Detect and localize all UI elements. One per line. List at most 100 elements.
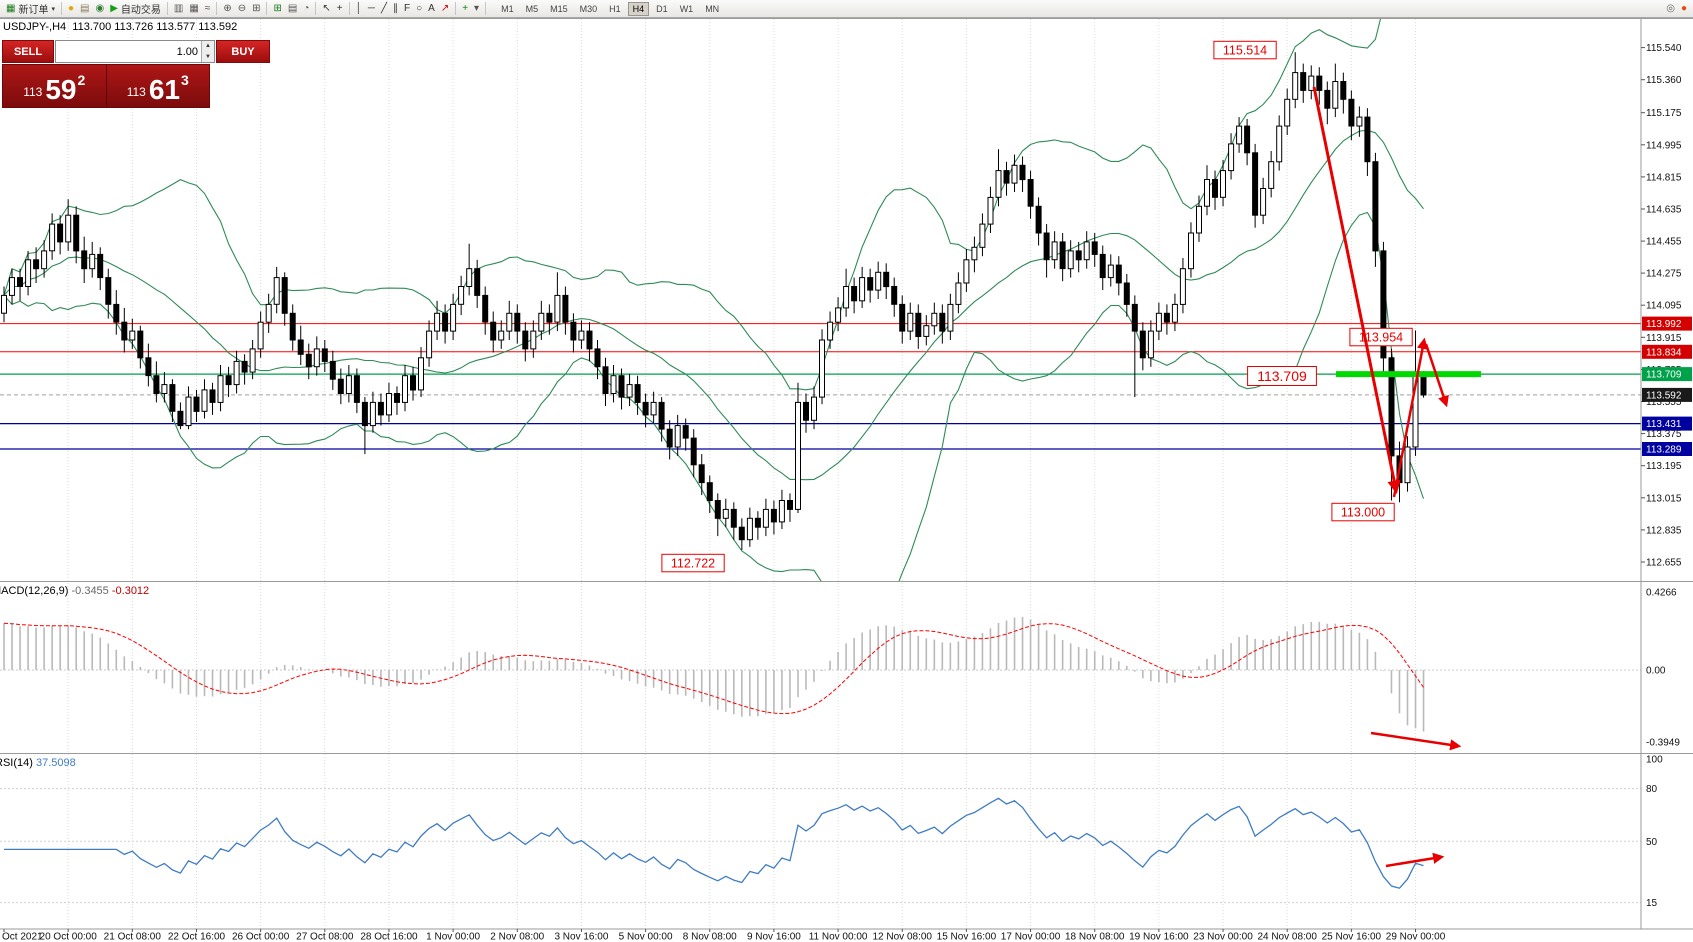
line-chart-icon[interactable]: ≈: [202, 1, 214, 17]
annotation-box[interactable]: [1331, 502, 1395, 522]
period-clock-icon[interactable]: ◔: [300, 1, 312, 17]
volume-input[interactable]: [56, 41, 201, 62]
candle: [498, 330, 505, 341]
trend-arrow[interactable]: [1370, 731, 1462, 751]
vertical-line-icon[interactable]: │: [353, 1, 365, 17]
candle: [1404, 446, 1411, 484]
price-axis-label: 114.815: [1646, 172, 1682, 183]
candle: [490, 321, 497, 341]
new-order-button-label: 新订单: [18, 5, 49, 16]
candle: [803, 401, 809, 421]
search-icon[interactable]: ◎: [1663, 1, 1678, 17]
text-icon-glyph-icon: A: [428, 2, 435, 14]
price-marker-label: 113.592: [1646, 390, 1682, 401]
candle: [1011, 164, 1018, 184]
rsi-value: 37.5098: [35, 757, 76, 769]
tile-windows-icon[interactable]: ⊞: [249, 1, 263, 17]
volume-down-button[interactable]: ▼: [202, 51, 214, 62]
candle: [321, 348, 328, 362]
toolbar-separator: [266, 2, 268, 15]
timeframe-m5-button[interactable]: M5: [525, 3, 539, 14]
price-axis-label: 114.095: [1646, 301, 1682, 312]
crosshair-icon[interactable]: +: [334, 1, 346, 17]
bar-chart-icon[interactable]: ▥: [171, 1, 186, 17]
channel-icon[interactable]: ∥: [390, 1, 401, 17]
candle: [33, 259, 40, 270]
channel-icon-glyph-icon: ∥: [392, 2, 398, 14]
rsi-axis-label: 50: [1646, 837, 1658, 848]
candle: [337, 378, 344, 395]
community-icon[interactable]: ◉: [92, 1, 107, 17]
candle: [1107, 264, 1114, 279]
annotation-text: 113.000: [1341, 506, 1385, 520]
candle: [795, 401, 801, 510]
trend-arrow[interactable]: [1392, 337, 1429, 498]
timeframe-m15-button[interactable]: M15: [550, 3, 568, 14]
order-controls-row: SELL ▲ ▼ BUY: [2, 40, 270, 63]
candle: [345, 375, 352, 395]
annotation-box[interactable]: [661, 553, 725, 573]
annotation-box[interactable]: [1213, 40, 1277, 60]
arrow-tool-icon[interactable]: ↗: [438, 1, 452, 17]
cursor-icon[interactable]: ↖: [319, 1, 333, 17]
price-marker-label: 113.992: [1646, 319, 1682, 330]
candlestick-chart-icon[interactable]: ▦: [186, 1, 201, 17]
sell-button[interactable]: SELL: [2, 40, 54, 63]
trend-arrow[interactable]: [1424, 343, 1449, 408]
candle: [979, 223, 986, 248]
notification-badge-icon[interactable]: ●: [1678, 1, 1690, 17]
trend-arrow[interactable]: [1385, 852, 1445, 868]
buy-button[interactable]: BUY: [216, 40, 270, 63]
profiles-icon[interactable]: ▤: [285, 1, 300, 17]
candle: [618, 375, 625, 398]
trend-arrow[interactable]: [1312, 86, 1401, 494]
gridlines: [67, 19, 1417, 929]
alerts-icon[interactable]: ●: [65, 1, 77, 17]
annotation-box[interactable]: [1247, 366, 1317, 386]
price-marker-box: [1642, 316, 1692, 331]
macd-name: MACD(12,26,9): [0, 585, 69, 597]
candle: [867, 277, 874, 291]
rsi-axis-label: 80: [1646, 784, 1658, 795]
zoom-in-icon[interactable]: ⊕: [220, 1, 234, 17]
bid-quote[interactable]: 113 59 2: [3, 65, 107, 107]
timeframe-h1-button[interactable]: H1: [609, 3, 621, 14]
text-icon[interactable]: A: [425, 1, 438, 17]
ask-quote[interactable]: 113 61 3: [107, 65, 210, 107]
new-chart-icon[interactable]: ⊞: [270, 1, 284, 17]
horizontal-line-icon[interactable]: ─: [365, 1, 378, 17]
candle: [466, 268, 473, 288]
new-order-button[interactable]: ▦ 新订单 ▾: [3, 1, 58, 17]
auto-trading-button[interactable]: ▶ 自动交易: [107, 1, 164, 17]
candle: [1228, 143, 1235, 172]
candle: [1147, 330, 1154, 359]
rsi-name: RSI(14): [0, 757, 33, 769]
mail-icon[interactable]: ▤: [77, 1, 92, 17]
timeframe-m30-button[interactable]: M30: [579, 3, 598, 14]
timeframe-h4-button[interactable]: H4: [627, 1, 650, 16]
candle: [626, 384, 633, 398]
caret-down-icon: ▾: [51, 5, 55, 13]
shapes-icon[interactable]: ○: [413, 1, 425, 17]
candle: [1332, 81, 1339, 109]
zoom-out-icon[interactable]: ⊖: [235, 1, 249, 17]
timeframe-w1-button[interactable]: W1: [679, 3, 694, 14]
timeframes-menu-icon[interactable]: ▾: [471, 1, 482, 17]
indicators-icon[interactable]: +: [459, 1, 471, 17]
bar-chart-icon-glyph-icon: ▥: [173, 2, 184, 14]
timeframe-d1-button[interactable]: D1: [656, 3, 668, 14]
fibonacci-icon[interactable]: F: [401, 1, 413, 17]
candle: [706, 482, 713, 502]
candle: [610, 375, 617, 395]
candle: [305, 353, 312, 368]
candle: [81, 250, 88, 270]
candle: [1284, 98, 1291, 127]
trendline-icon[interactable]: ╱: [378, 1, 390, 17]
tile-windows-icon-glyph-icon: ⊞: [252, 2, 261, 14]
timeframe-mn-button[interactable]: MN: [705, 3, 720, 14]
volume-up-button[interactable]: ▲: [202, 41, 214, 52]
timeframe-m1-button[interactable]: M1: [501, 3, 514, 14]
crosshair-icon-glyph-icon: +: [336, 2, 343, 14]
